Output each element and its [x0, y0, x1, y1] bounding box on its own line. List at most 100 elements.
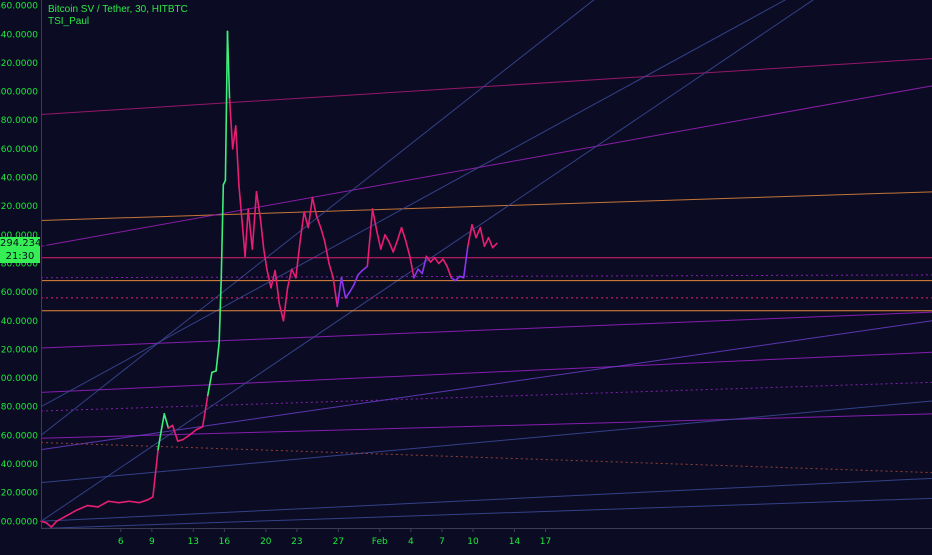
price-segment[interactable]	[380, 234, 386, 250]
trend-line[interactable]	[40, 0, 932, 408]
price-segment[interactable]	[479, 226, 486, 248]
price-segment[interactable]	[303, 211, 310, 229]
price-segment[interactable]	[396, 226, 403, 242]
price-segment[interactable]	[241, 219, 246, 258]
trend-line[interactable]	[40, 58, 932, 115]
price-segment[interactable]	[262, 248, 268, 270]
price-segment[interactable]	[467, 223, 473, 248]
price-segment[interactable]	[462, 245, 469, 279]
price-segment[interactable]	[206, 371, 213, 397]
trend-line[interactable]	[40, 351, 932, 393]
price-segment[interactable]	[404, 239, 411, 258]
price-segment[interactable]	[483, 236, 490, 248]
price-segment[interactable]	[195, 425, 204, 431]
price-segment[interactable]	[295, 241, 301, 279]
price-segment[interactable]	[201, 394, 209, 428]
trend-line[interactable]	[40, 0, 932, 522]
price-segment[interactable]	[332, 276, 339, 308]
trend-line[interactable]	[40, 191, 932, 221]
indicator-label[interactable]: TSI_Paul	[48, 16, 90, 27]
price-segment[interactable]	[228, 97, 234, 150]
price-segment[interactable]	[433, 256, 440, 265]
price-segment[interactable]	[50, 520, 58, 528]
price-segment[interactable]	[392, 239, 399, 253]
price-segment[interactable]	[315, 215, 322, 229]
price-segment[interactable]	[224, 30, 229, 182]
price-segment[interactable]	[45, 521, 53, 528]
price-segment[interactable]	[400, 226, 407, 242]
price-segment[interactable]	[307, 196, 314, 229]
price-segment[interactable]	[454, 275, 461, 282]
price-segment[interactable]	[286, 268, 293, 289]
price-segment[interactable]	[251, 191, 258, 250]
price-segment[interactable]	[55, 514, 68, 523]
price-segment[interactable]	[311, 196, 318, 217]
price-segment[interactable]	[220, 183, 225, 279]
trend-line[interactable]	[40, 311, 932, 349]
price-segment[interactable]	[176, 438, 184, 442]
trend-line[interactable]	[40, 497, 932, 529]
price-segment[interactable]	[255, 191, 262, 222]
price-segment[interactable]	[282, 287, 289, 322]
price-segment[interactable]	[167, 424, 174, 429]
trend-line[interactable]	[40, 442, 932, 474]
price-segment[interactable]	[371, 208, 378, 232]
price-segment[interactable]	[244, 208, 249, 258]
trend-line[interactable]	[40, 320, 932, 451]
price-segment[interactable]	[259, 219, 265, 250]
price-segment[interactable]	[340, 276, 347, 299]
price-segment[interactable]	[117, 500, 130, 504]
price-segment[interactable]	[138, 499, 149, 504]
price-segment[interactable]	[336, 276, 343, 308]
price-segment[interactable]	[491, 242, 498, 249]
price-segment[interactable]	[409, 255, 415, 279]
price-segment[interactable]	[266, 268, 272, 289]
price-segment[interactable]	[160, 413, 166, 432]
price-segment[interactable]	[274, 269, 281, 305]
price-segment[interactable]	[348, 284, 355, 293]
price-segment[interactable]	[188, 428, 198, 437]
price-segment[interactable]	[152, 448, 159, 498]
price-segment[interactable]	[353, 274, 359, 286]
price-segment[interactable]	[76, 504, 89, 511]
price-segment[interactable]	[425, 255, 432, 263]
price-segment[interactable]	[417, 268, 424, 275]
price-segment[interactable]	[429, 256, 436, 263]
price-segment[interactable]	[86, 504, 99, 508]
price-segment[interactable]	[388, 241, 395, 253]
trend-line[interactable]	[40, 274, 932, 279]
price-segment[interactable]	[475, 226, 482, 239]
price-segment[interactable]	[421, 255, 428, 275]
symbol-label[interactable]: Bitcoin SV / Tether, 30, HITBTC	[48, 4, 188, 15]
price-segment[interactable]	[450, 276, 457, 282]
price-segment[interactable]	[157, 430, 162, 451]
price-segment[interactable]	[442, 258, 448, 268]
price-segment[interactable]	[97, 500, 110, 508]
price-segment[interactable]	[438, 258, 444, 265]
price-segment[interactable]	[319, 226, 326, 243]
trend-line[interactable]	[40, 85, 932, 247]
price-segment[interactable]	[361, 265, 369, 272]
price-segment[interactable]	[226, 30, 231, 100]
price-segment[interactable]	[270, 269, 276, 289]
price-segment[interactable]	[328, 262, 334, 279]
price-segment[interactable]	[163, 413, 170, 429]
price-segment[interactable]	[128, 500, 141, 504]
price-segment[interactable]	[324, 241, 330, 265]
price-segment[interactable]	[471, 223, 477, 239]
price-segment[interactable]	[234, 125, 240, 186]
price-segment[interactable]	[238, 183, 243, 222]
price-segment[interactable]	[366, 208, 374, 268]
price-segment[interactable]	[344, 291, 351, 299]
price-segment[interactable]	[290, 268, 297, 279]
trend-line[interactable]	[40, 0, 932, 436]
price-segment[interactable]	[375, 229, 382, 250]
price-segment[interactable]	[487, 236, 494, 249]
price-segment[interactable]	[446, 265, 453, 279]
trend-line[interactable]	[40, 400, 932, 484]
price-segment[interactable]	[278, 302, 285, 322]
price-segment[interactable]	[413, 268, 419, 279]
price-segment[interactable]	[215, 341, 220, 372]
